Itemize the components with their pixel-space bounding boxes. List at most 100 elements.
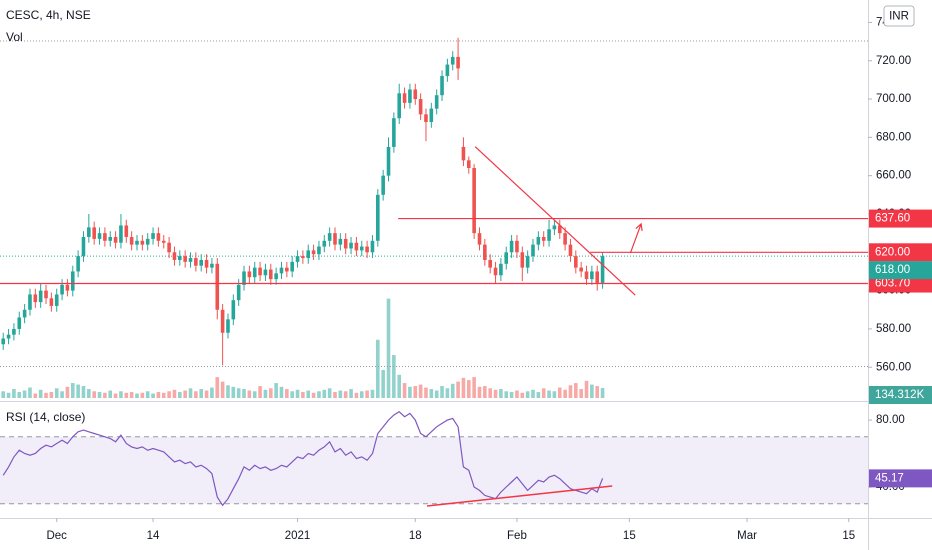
candle-body [247,271,252,278]
volume-bar [429,389,434,398]
candle-body [568,244,573,257]
volume-bar [28,387,32,398]
candle-body [306,250,311,259]
candle-body [349,242,353,249]
candle-body [204,259,209,268]
volume-bar [103,392,107,398]
volume-bar [263,389,268,398]
candle-body [140,240,145,245]
volume-bar [183,390,187,398]
candle-body [450,56,455,65]
rsi-pane [0,410,868,507]
candle-body [392,118,396,147]
x-tick-label: Feb [507,530,527,542]
candle-body [456,56,460,69]
candle-body [327,233,332,241]
rsi-title: RSI (14, close) [6,410,85,424]
volume-bar [327,388,332,398]
candle-body [124,225,129,237]
candle-body [547,229,551,241]
candle-body [301,256,305,259]
volume-bar [145,391,150,398]
candle-body [161,240,166,243]
volume-bar [317,391,321,398]
volume-bar [359,391,364,398]
volume-bar [338,390,343,398]
level-label-box [869,243,932,262]
candle-body [17,317,22,329]
candle-body [493,267,498,276]
volume-bar [113,393,118,398]
candle-body [295,256,300,262]
volume-bar [365,390,369,398]
candle-body [370,240,375,253]
candle-body [129,236,134,245]
volume-bar [584,380,589,398]
volume-bar [70,383,75,398]
volume-bar [434,390,439,398]
candle-body [434,95,439,109]
candle-body [263,269,268,276]
volume-bar [215,377,220,398]
candle-body [531,244,535,257]
volume-bar [17,392,22,398]
candle-body [81,236,86,257]
candle-body [279,267,284,274]
y-tick-label: 700.00 [876,93,911,105]
level-label: 620.00 [875,246,910,258]
volume-bar [268,388,273,398]
volume-bar [536,392,541,398]
candle-body [477,233,482,245]
volume-bar [151,393,155,398]
volume-bar [397,374,402,398]
volume-bar [408,386,412,398]
candle-body [44,290,48,299]
volume-bar [445,388,450,398]
candle-body [65,284,70,291]
candle-body [466,160,471,169]
y-tick-label: 720.00 [876,55,911,67]
candle-body [397,93,402,119]
volume-bar [413,386,418,398]
volume-bar [204,390,209,398]
candle-body [290,261,294,272]
rsi-band [0,436,868,504]
candle-body [317,246,321,255]
candle-body [108,236,113,241]
volume-bar [541,388,546,398]
volume-bar [22,390,27,398]
candle-body [210,263,214,268]
volume-bar [301,392,305,398]
candle-body [333,233,337,245]
candle-body [413,89,418,100]
x-tick-label: Mar [737,530,757,542]
candle-body [97,233,102,239]
candle-body [376,194,380,241]
volume-bar [194,391,198,398]
y-tick-label: 560.00 [876,361,911,373]
y-tick-label: 580.00 [876,323,911,335]
candle-body [178,256,182,260]
volume-bar [461,377,466,398]
candle-body [579,267,583,272]
last-price-label-box [869,261,932,280]
volume-bar [472,377,476,398]
candle-body [499,263,503,276]
candle-body [135,240,139,245]
rsi-trendline [426,485,613,507]
volume-bar [349,389,353,398]
candle-body [87,227,91,237]
candle-body [268,269,273,280]
trendline [474,146,636,296]
x-tick-label: 18 [409,530,422,542]
candle-body [236,284,241,301]
candle-body [33,294,38,303]
candle-body [461,146,466,161]
x-tick-label: 15 [623,530,636,542]
volume-bar [568,385,573,398]
volume-bar [557,387,562,398]
candle-body [167,242,171,253]
volume-bar [220,381,225,398]
volume-bar [579,389,583,398]
volume-bar [6,392,11,398]
